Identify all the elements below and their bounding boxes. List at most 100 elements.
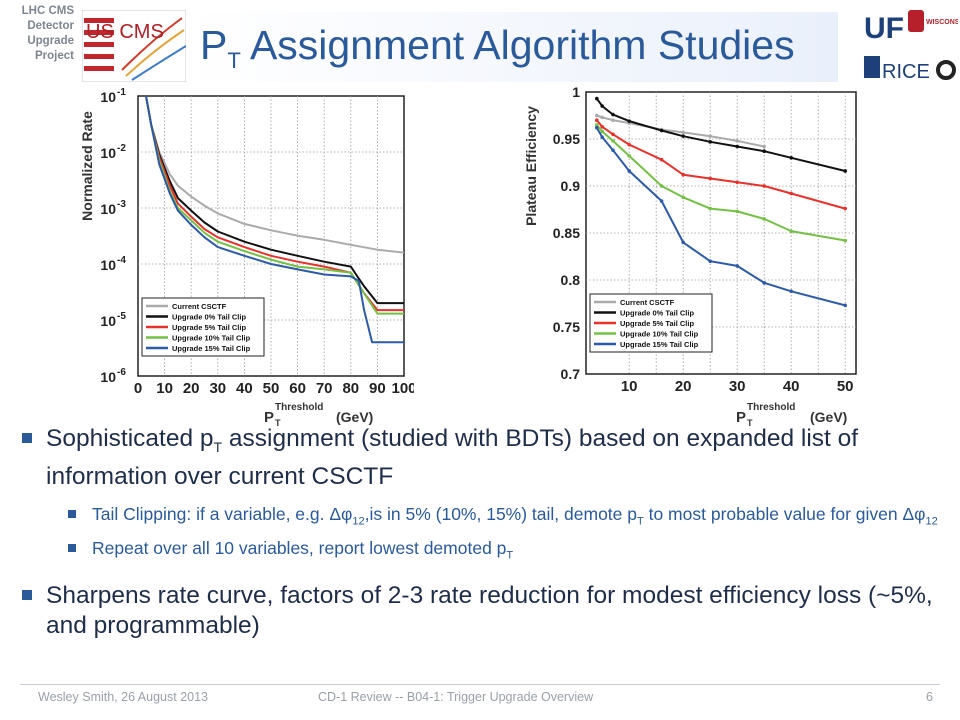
rate-y-tick-label: 10 xyxy=(100,201,116,217)
bullet-text: Sharpens rate curve, factors of 2-3 rate… xyxy=(46,581,933,639)
footer-divider xyxy=(20,684,940,685)
eff-data-point xyxy=(627,169,631,173)
eff-data-point xyxy=(659,157,664,162)
rate-legend-label: Upgrade 15% Tail Clip xyxy=(172,344,251,353)
bullet-square-icon xyxy=(22,589,32,600)
eff-y-tick-label: 1 xyxy=(572,86,580,100)
eff-data-point xyxy=(611,132,615,137)
eff-data-point xyxy=(762,184,766,188)
footer-author: Wesley Smith, 26 August 2013 xyxy=(38,690,209,704)
bullet-subscript: T xyxy=(506,549,514,562)
eff-y-tick-label: 0.95 xyxy=(553,131,580,147)
rice-shield-icon xyxy=(864,56,880,78)
rate-x-tick-label: 40 xyxy=(236,380,253,397)
page-title: PT Assignment Algorithm Studies xyxy=(200,22,795,74)
eff-data-point xyxy=(659,128,664,133)
eff-x-axis-label: P T Threshold (GeV) xyxy=(736,402,847,426)
rate-y-tick-label: 10 xyxy=(100,369,116,385)
bullet-square-icon xyxy=(68,544,76,553)
bullet-text: Tail Clipping: if a variable, e.g. Δφ xyxy=(92,503,353,524)
eff-data-point xyxy=(708,140,712,144)
eff-x-tick-label: 10 xyxy=(621,378,638,395)
eff-data-point xyxy=(681,195,685,200)
eff-xlabel-main: P xyxy=(736,409,746,426)
eff-data-point xyxy=(595,96,599,101)
gear-icon xyxy=(936,60,956,80)
corner-label-line: Project xyxy=(35,50,74,62)
eff-data-point xyxy=(843,206,847,211)
rate-y-tick-label: 10 xyxy=(100,89,116,105)
eff-data-point xyxy=(843,303,847,308)
rate-y-axis-label: Normalized Rate xyxy=(79,111,95,221)
rate-y-tick-label: 10 xyxy=(100,313,116,329)
footer-page-number: 6 xyxy=(926,690,933,704)
eff-y-tick-label: 0.75 xyxy=(553,319,580,335)
eff-legend-label: Upgrade 15% Tail Clip xyxy=(620,340,699,349)
rate-x-tick-label: 0 xyxy=(134,380,142,397)
eff-data-point xyxy=(659,199,664,203)
sub-bullet-item: Tail Clipping: if a variable, e.g. Δφ12,… xyxy=(64,504,940,533)
rate-y-tick-label: 10 xyxy=(100,257,116,273)
eff-data-point xyxy=(600,129,604,134)
eff-xlabel-unit: (GeV) xyxy=(810,409,847,425)
eff-y-tick-label: 0.9 xyxy=(561,178,581,194)
eff-data-point xyxy=(843,169,847,173)
rate-series-line xyxy=(145,95,404,344)
eff-data-point xyxy=(595,118,599,122)
eff-data-point xyxy=(843,238,847,243)
eff-data-point xyxy=(681,240,685,245)
corner-label-line: Upgrade xyxy=(27,35,74,47)
eff-data-point xyxy=(600,124,604,129)
corner-label-line: Detector xyxy=(27,20,74,32)
rate-xlabel-sup: Threshold xyxy=(275,402,323,413)
rate-y-tick-exponent: -4 xyxy=(117,255,126,266)
eff-data-point xyxy=(708,134,712,138)
eff-data-point xyxy=(595,113,599,118)
eff-xlabel-sup: Threshold xyxy=(747,402,795,413)
rate-x-tick-label: 90 xyxy=(369,380,386,397)
rate-x-tick-label: 70 xyxy=(316,380,333,397)
rate-x-axis-label: P T Threshold (GeV) xyxy=(264,402,373,426)
bullet-subscript: 12 xyxy=(925,515,938,528)
eff-x-tick-label: 50 xyxy=(837,378,854,395)
eff-data-point xyxy=(611,148,615,153)
eff-data-point xyxy=(735,209,739,214)
bullet-text: assignment (studied with BDTs) based on … xyxy=(46,425,859,490)
eff-data-point xyxy=(762,217,766,221)
rate-chart: Normalized Rate 0 10 20 30 40 50 60 70 80 90 100 10… xyxy=(79,87,414,426)
bullet-text: ,is in 5% (10%, 15%) tail, demote p xyxy=(364,503,637,524)
eff-data-point xyxy=(762,281,766,285)
bullet-square-icon xyxy=(22,433,32,443)
eff-data-point xyxy=(600,115,604,120)
eff-y-tick-label: 0.85 xyxy=(553,225,580,241)
rate-xlabel-main: P xyxy=(264,409,274,426)
rate-y-tick-exponent: -5 xyxy=(117,311,126,322)
eff-legend-label: Upgrade 10% Tail Clip xyxy=(620,330,699,339)
eff-data-point xyxy=(627,119,631,123)
eff-y-axis-label: Plateau Efficiency xyxy=(523,106,539,226)
eff-x-tick-label: 30 xyxy=(729,378,746,395)
efficiency-chart: Plateau Efficiency 10 20 30 40 50 1 0.95 0.9 0.8… xyxy=(523,86,857,426)
bullet-item: Sophisticated pT assignment (studied wit… xyxy=(20,424,940,492)
bullet-subscript: 12 xyxy=(352,515,365,528)
rate-y-tick-exponent: -1 xyxy=(117,87,126,98)
rate-legend-label: Upgrade 5% Tail Clip xyxy=(172,323,246,332)
eff-xlabel-sub: T xyxy=(747,418,753,426)
eff-data-point xyxy=(708,259,712,263)
title-rest: Assignment Algorithm Studies xyxy=(240,22,795,68)
rate-y-tick-label: 10 xyxy=(100,145,116,161)
bullet-text: Repeat over all 10 variables, report low… xyxy=(92,538,507,559)
eff-data-point xyxy=(735,144,739,149)
bullet-text: to most probable value for given Δφ xyxy=(643,503,926,524)
bullet-subscript: T xyxy=(213,438,223,455)
eff-data-point xyxy=(595,123,599,127)
sub-bullet-item: Repeat over all 10 variables, report low… xyxy=(64,538,940,567)
eff-data-point xyxy=(789,191,793,196)
eff-data-point xyxy=(681,130,685,135)
university-logos: UF WISCONSIN RICE xyxy=(864,10,958,83)
rate-x-tick-label: 10 xyxy=(156,380,173,397)
corner-label: LHC CMS Detector Upgrade Project xyxy=(2,4,74,64)
uscms-logo: US CMS xyxy=(82,10,186,82)
footer-title: CD-1 Review -- B04-1: Trigger Upgrade Ov… xyxy=(318,690,594,704)
